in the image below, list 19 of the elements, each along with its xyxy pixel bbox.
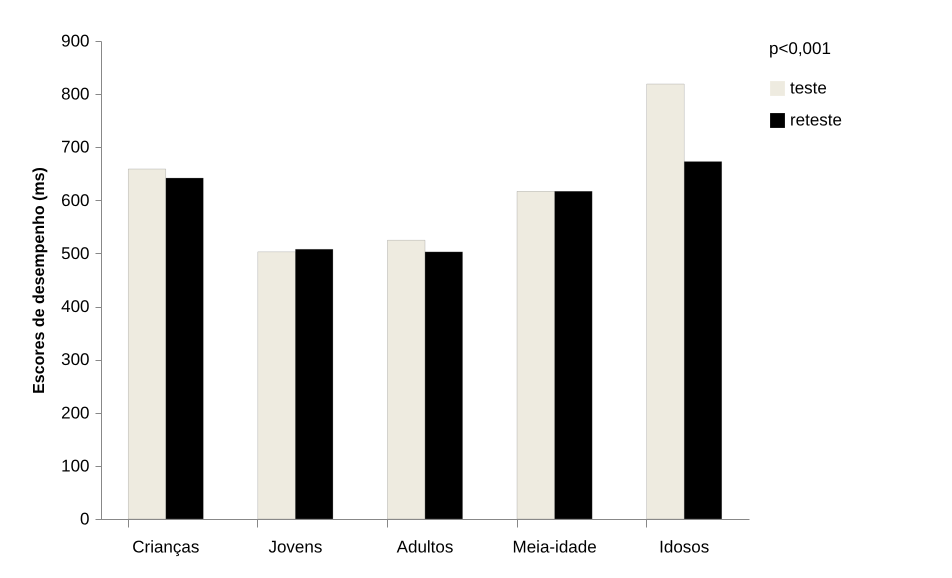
x-tick-label: Jovens: [268, 538, 322, 556]
y-tick-label: 0: [80, 510, 90, 528]
x-tick-label: Idosos: [659, 538, 710, 556]
y-tick-label: 700: [61, 138, 90, 157]
y-axis-title: Escores de desempenho (ms): [31, 167, 48, 394]
x-tick-label: Meia-idade: [512, 538, 597, 556]
y-tick-label: 100: [61, 456, 90, 476]
legend-title: p<0,001: [769, 39, 831, 58]
y-tick-label: 200: [61, 403, 90, 422]
y-tick-label: 300: [61, 350, 90, 370]
x-tick-label: Crianças: [132, 538, 200, 556]
x-tick-label: Adultos: [396, 538, 454, 556]
y-tick-label: 500: [61, 244, 90, 263]
legend-label: teste: [790, 78, 827, 98]
y-tick-label: 900: [61, 32, 90, 50]
y-tick-label: 600: [61, 190, 90, 210]
y-tick-label: 400: [61, 297, 90, 316]
y-tick-label: 800: [61, 84, 90, 104]
legend-label: reteste: [790, 110, 842, 130]
